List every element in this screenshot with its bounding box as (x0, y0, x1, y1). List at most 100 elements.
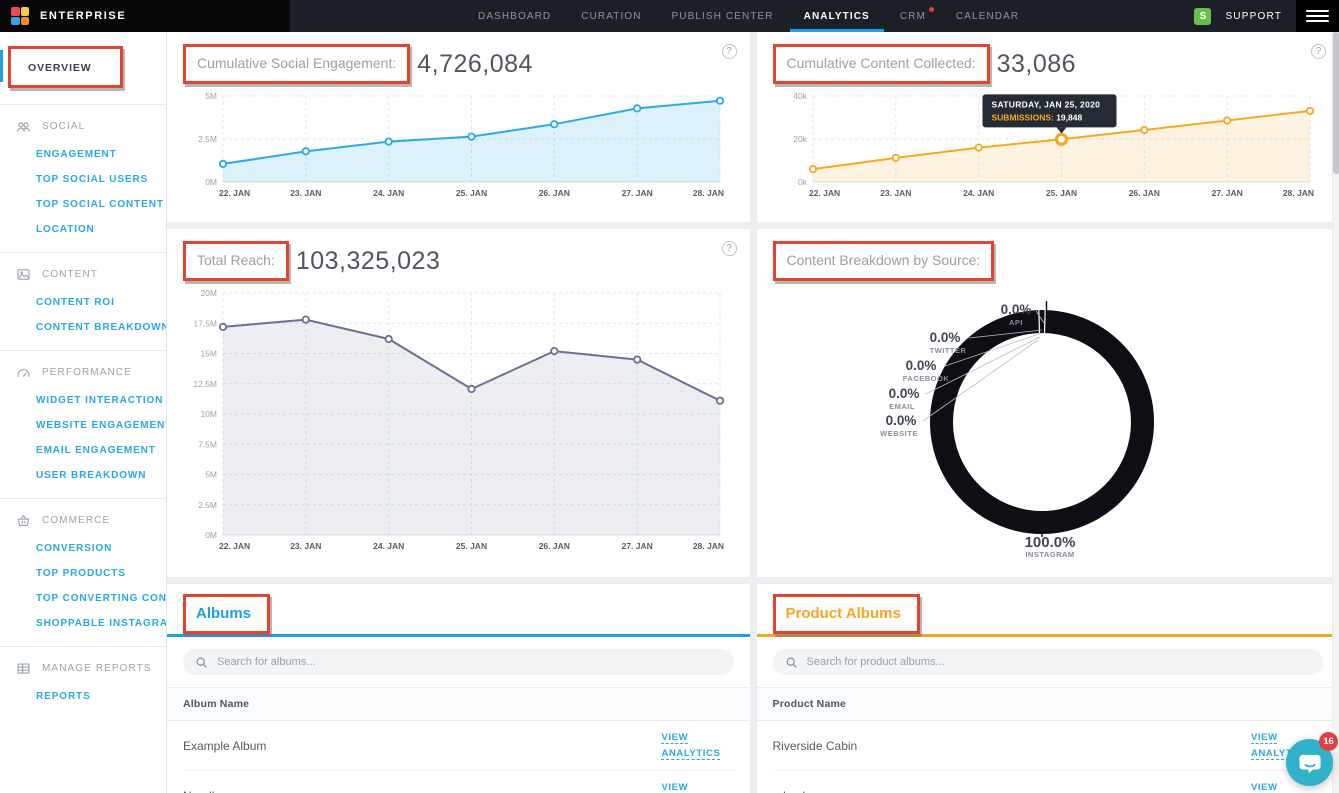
chat-launcher-button[interactable]: 16 (1286, 732, 1338, 786)
svg-text:API: API (1008, 318, 1022, 327)
svg-text:27. JAN: 27. JAN (1211, 188, 1242, 198)
product-albums-search (772, 649, 1323, 675)
support-link[interactable]: SUPPORT (1225, 10, 1282, 22)
sidebar-item-reports[interactable]: REPORTS (36, 691, 91, 702)
sidebar-item-engagement[interactable]: ENGAGEMENT (36, 149, 117, 160)
nav-right: S SUPPORT (1194, 0, 1339, 32)
nav-item-publish-center[interactable]: PUBLISH CENTER (671, 10, 774, 22)
albums-rows: Example Album VIEW ANALYTICS Noodles VIEW A… (183, 721, 734, 793)
sidebar-sections: SOCIAL ENGAGEMENT TOP SOCIAL USERS TOP SOCI… (0, 104, 166, 709)
sidebar-item-website-engagement[interactable]: WEBSITE ENGAGEMENT (36, 420, 167, 431)
card-cumulative-social-engagement: Cumulative Social Engagement: 4,726,084 … (167, 32, 750, 222)
sidebar-item-overview[interactable]: OVERVIEW (0, 38, 166, 94)
album-name: Example Album (183, 738, 267, 753)
album-row: Example Album VIEW ANALYTICS (183, 721, 734, 772)
card-title: Total Reach: (197, 252, 275, 268)
svg-text:2.5M: 2.5M (198, 134, 217, 144)
sidebar-item-top-products[interactable]: TOP PRODUCTS (36, 568, 126, 579)
svg-text:20k: 20k (793, 134, 807, 144)
sidebar-item-content-roi[interactable]: CONTENT ROI (36, 297, 115, 308)
notification-dot (928, 7, 934, 12)
card-content-breakdown: Content Breakdown by Source: 0.0% API 0.0%… (756, 229, 1339, 577)
sidebar-section-performance: PERFORMANCE (0, 357, 166, 388)
svg-text:20M: 20M (200, 288, 217, 298)
help-icon[interactable]: ? (721, 241, 737, 256)
annotation-box: Cumulative Social Engagement: (183, 44, 411, 84)
view-analytics-link[interactable]: VIEW ANALYTICS (1251, 732, 1310, 759)
svg-text:26. JAN: 26. JAN (539, 541, 570, 551)
sidebar-item-overview-label[interactable]: OVERVIEW (28, 62, 92, 74)
svg-text:INSTAGRAM: INSTAGRAM (1025, 550, 1074, 559)
content-breakdown-donut-chart[interactable]: 0.0%API0.0%TWITTER0.0%FACEBOOK0.0%EMAIL0… (773, 285, 1318, 575)
svg-text:TWITTER: TWITTER (929, 346, 966, 355)
top-nav: ENTERPRISE DASHBOARD CURATION PUBLISH CENT… (0, 0, 1339, 32)
svg-text:SUBMISSIONS: 19,848: SUBMISSIONS: 19,848 (991, 112, 1082, 122)
svg-text:25. JAN: 25. JAN (456, 188, 487, 198)
sidebar-item-email-engagement[interactable]: EMAIL ENGAGEMENT (36, 445, 156, 456)
nav-menu: DASHBOARD CURATION PUBLISH CENTER ANALYTICS… (478, 0, 1019, 32)
user-avatar-badge[interactable]: S (1194, 7, 1212, 25)
nav-item-dashboard[interactable]: DASHBOARD (478, 10, 552, 22)
product-albums-title: Product Albums (785, 605, 901, 622)
brand-name: ENTERPRISE (40, 10, 127, 22)
svg-text:2.5M: 2.5M (198, 500, 217, 510)
card-cumulative-content-collected: Cumulative Content Collected: 33,086 ? 0… (756, 32, 1339, 222)
sidebar-item-user-breakdown[interactable]: USER BREAKDOWN (36, 470, 147, 481)
total-reach-chart[interactable]: 0M 2.5M 5M 7.5M 10M 12.5M 15M 17.5M 20M 22. JAN 23… (183, 285, 728, 553)
nav-item-crm[interactable]: CRM (900, 0, 934, 32)
nav-item-calendar[interactable]: CALENDAR (955, 10, 1020, 22)
sidebar-item-shoppable-instagram[interactable]: SHOPPABLE INSTAGRAM (36, 618, 167, 629)
view-analytics-link[interactable]: VIEW ANALYTICS (661, 782, 689, 793)
sidebar-divider (0, 350, 166, 351)
help-icon[interactable]: ? (721, 44, 737, 59)
card-title: Cumulative Social Engagement: (197, 55, 397, 71)
svg-text:0.0%: 0.0% (888, 386, 919, 401)
scrollbar-thumb[interactable] (1333, 32, 1339, 174)
sidebar-item-content-breakdown[interactable]: CONTENT BREAKDOWN (36, 322, 167, 333)
svg-text:24. JAN: 24. JAN (963, 188, 994, 198)
brand[interactable]: ENTERPRISE (0, 0, 290, 32)
product-albums-column-header: Product Name (756, 687, 1339, 721)
annotation-box: Product Albums (772, 594, 920, 634)
sidebar-section-label: SOCIAL (42, 121, 86, 132)
sidebar-item-conversion[interactable]: CONVERSION (36, 543, 113, 554)
svg-text:7.5M: 7.5M (198, 439, 217, 449)
product-albums-search-input[interactable] (806, 656, 1311, 668)
sidebar-section-content: CONTENT (0, 259, 166, 290)
svg-text:0.0%: 0.0% (1000, 302, 1031, 317)
sidebar-section-social: SOCIAL (0, 111, 166, 142)
sidebar-item-top-social-content[interactable]: TOP SOCIAL CONTENT (36, 199, 164, 210)
nav-item-analytics[interactable]: ANALYTICS (789, 0, 885, 32)
main-content: Cumulative Social Engagement: 4,726,084 … (167, 32, 1339, 793)
svg-text:24. JAN: 24. JAN (373, 541, 404, 551)
social-engagement-chart[interactable]: 0M 2.5M 5M 22. JAN 23. JAN 24. JAN 25. JAN 26. … (183, 88, 728, 200)
content-collected-chart[interactable]: 0k 20k 40k 22. JAN 23. JAN 24. JAN 25. JAN 26. … (773, 88, 1318, 200)
svg-text:23. JAN: 23. JAN (290, 541, 321, 551)
svg-text:24. JAN: 24. JAN (373, 188, 404, 198)
card-title: Content Breakdown by Source: (786, 252, 981, 268)
svg-text:28. JAN: 28. JAN (1282, 188, 1313, 198)
view-analytics-link[interactable]: VIEW ANALYTICS (1251, 782, 1278, 793)
svg-text:40k: 40k (793, 91, 807, 101)
albums-search-input[interactable] (217, 656, 722, 668)
annotation-box: OVERVIEW (8, 46, 123, 88)
sidebar-item-location[interactable]: LOCATION (36, 224, 95, 235)
sidebar-item-widget-interaction[interactable]: WIDGET INTERACTION (36, 395, 164, 406)
svg-text:27. JAN: 27. JAN (622, 541, 653, 551)
svg-text:15M: 15M (200, 349, 217, 359)
svg-text:22. JAN: 22. JAN (809, 188, 840, 198)
albums-title: Albums (196, 605, 252, 622)
card-total-reach: Total Reach: 103,325,023 ? 0M 2.5M 5M 7.5M 1… (167, 229, 750, 577)
chat-unread-badge: 16 (1319, 732, 1338, 751)
view-analytics-link[interactable]: VIEW ANALYTICS (661, 732, 721, 759)
card-albums: Albums Album Name Example Album VIEW ANAL… (167, 584, 750, 793)
sidebar-item-top-converting-content[interactable]: TOP CONVERTING CONTENT (36, 593, 167, 604)
content-icon (17, 269, 30, 280)
annotation-box: Content Breakdown by Source: (772, 241, 995, 281)
help-icon[interactable]: ? (1311, 44, 1326, 59)
hamburger-menu-icon[interactable] (1296, 0, 1339, 32)
card-head: Cumulative Content Collected: 33,086 (772, 44, 1324, 84)
svg-text:28. JAN: 28. JAN (693, 541, 724, 551)
nav-item-curation[interactable]: CURATION (581, 10, 642, 22)
sidebar-item-top-social-users[interactable]: TOP SOCIAL USERS (36, 174, 149, 185)
